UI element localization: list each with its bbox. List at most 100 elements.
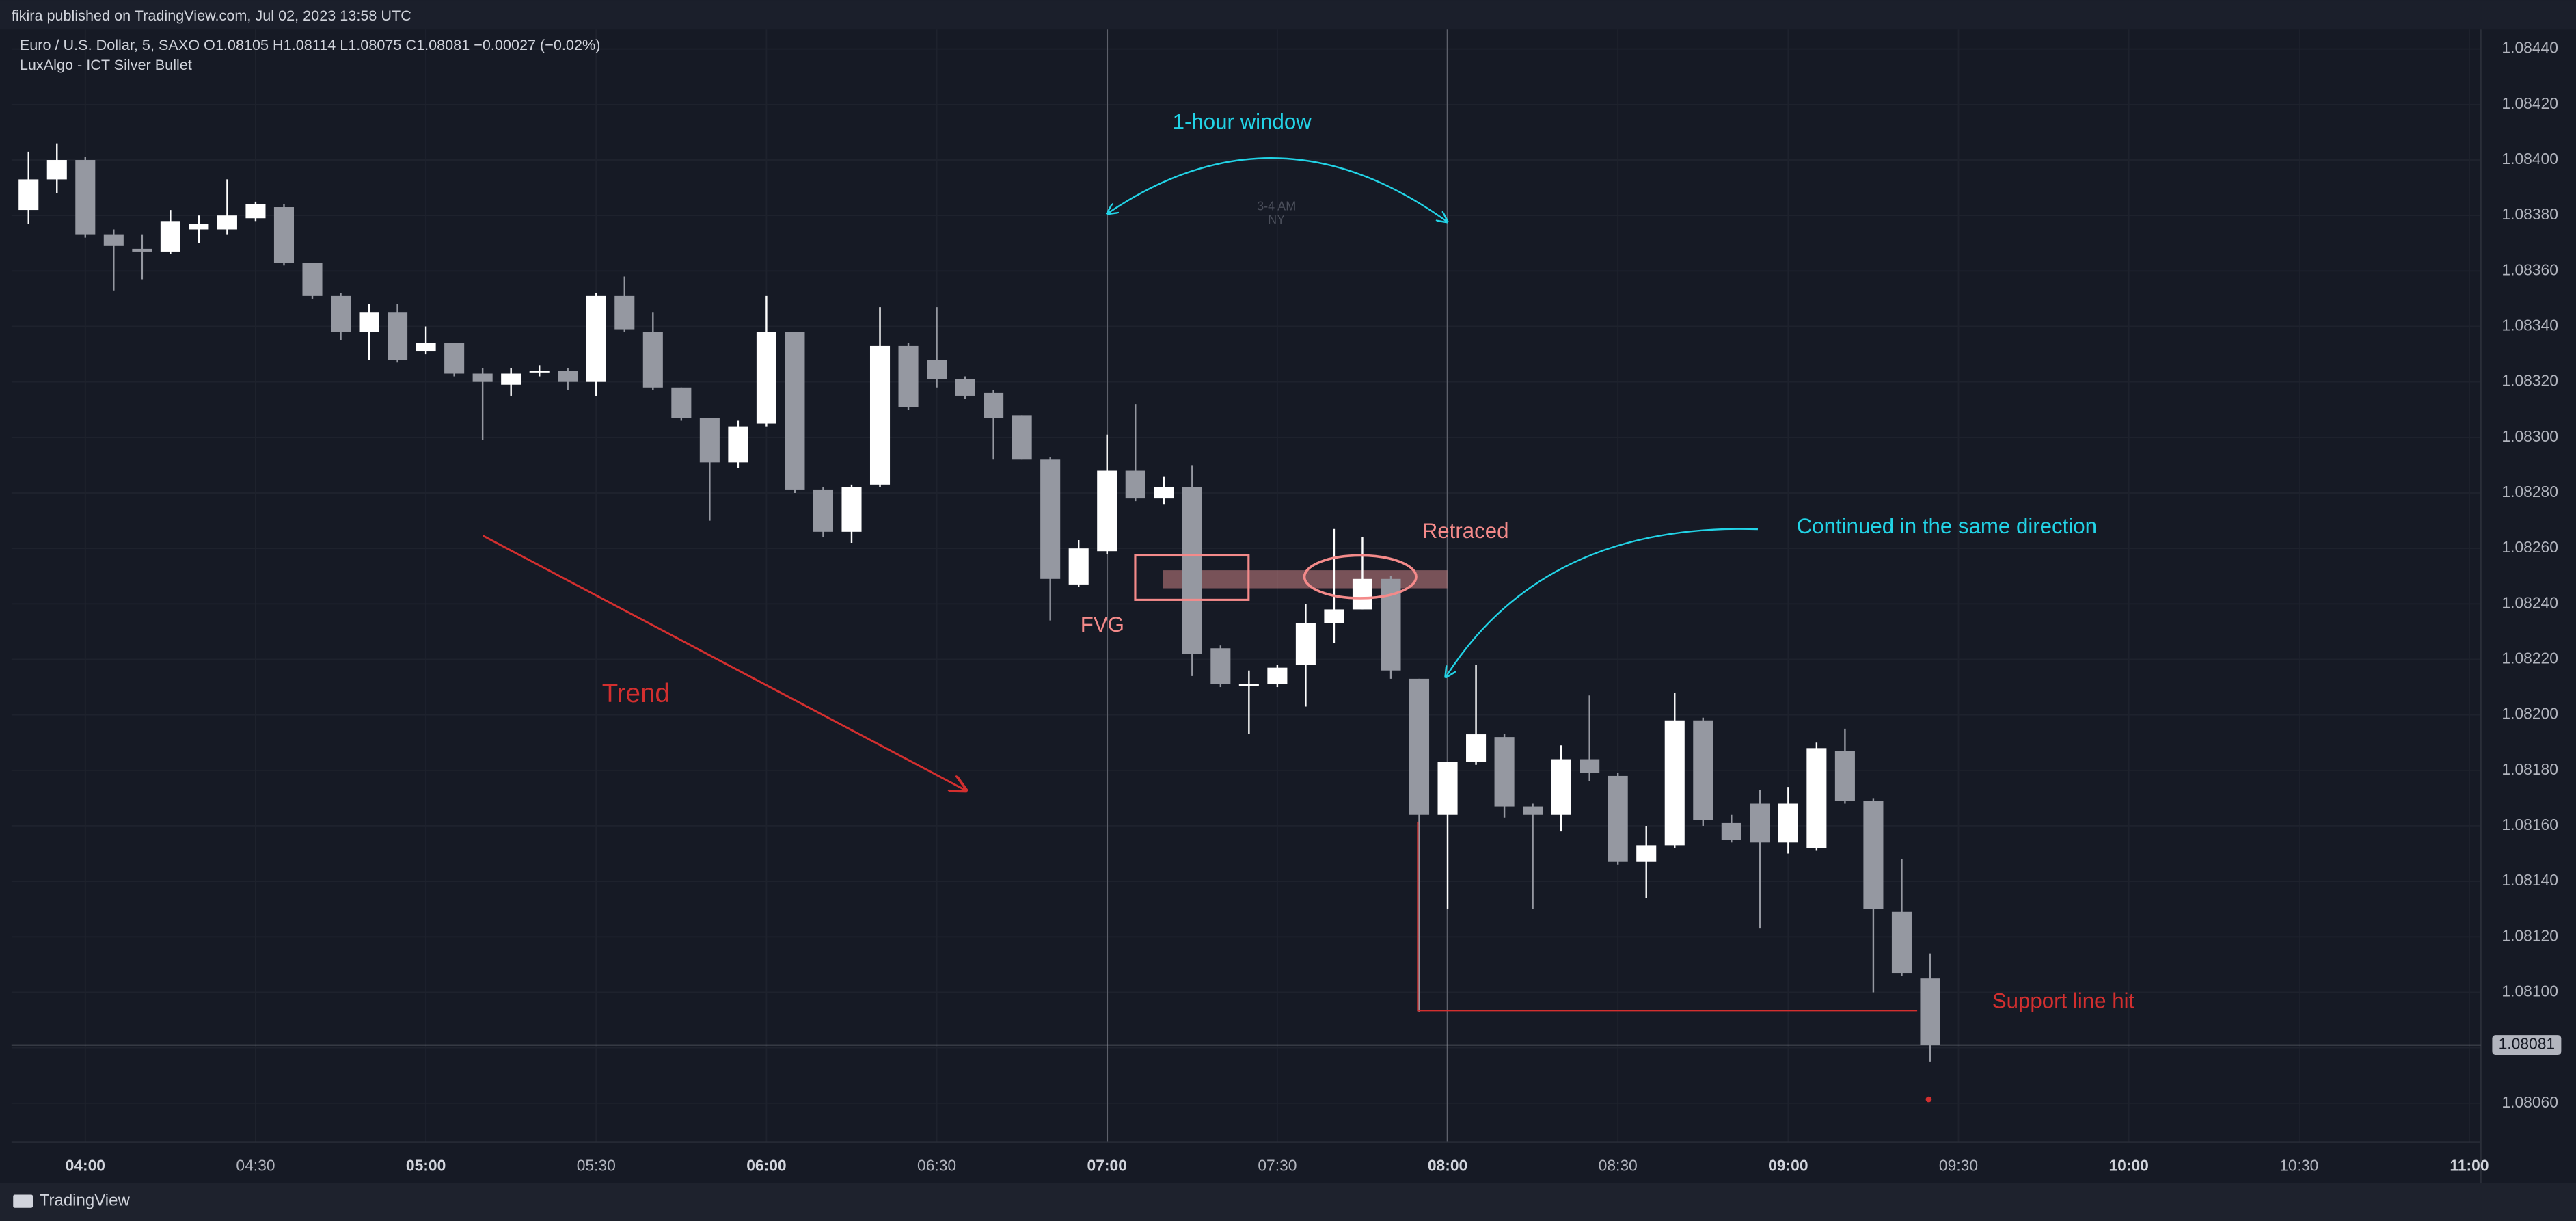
candle-body <box>444 343 465 374</box>
candle-body <box>472 373 493 382</box>
candle-body <box>1523 806 1543 815</box>
x-tick-label: 05:30 <box>577 1157 616 1175</box>
candle-body <box>103 234 124 246</box>
candle-body <box>160 221 180 252</box>
y-tick-label: 1.08180 <box>2502 760 2558 778</box>
candle-body <box>841 487 862 532</box>
candle-body <box>699 418 720 463</box>
grid <box>11 29 2481 1142</box>
candle-body <box>1267 667 1288 685</box>
candle-body <box>1834 751 1855 801</box>
x-tick-label: 10:30 <box>2279 1157 2318 1175</box>
retrace-ellipse <box>1303 554 1418 600</box>
candle-body <box>671 387 692 418</box>
candle-body <box>1295 623 1316 665</box>
candle-body <box>245 204 266 219</box>
y-tick-label: 1.08360 <box>2502 260 2558 278</box>
candle-body <box>1863 801 1884 909</box>
continued-label: Continued in the same direction <box>1797 514 2097 538</box>
y-tick-label: 1.08060 <box>2502 1093 2558 1111</box>
candle-body <box>189 224 209 230</box>
fvg-label: FVG <box>1081 613 1124 636</box>
candle-body <box>1806 748 1827 848</box>
candle-body <box>1182 487 1202 654</box>
candle-body <box>1097 470 1117 552</box>
candle-body <box>273 207 295 263</box>
candle-body <box>1778 803 1798 843</box>
candle-body <box>1154 487 1174 499</box>
candle-body <box>642 332 663 388</box>
candle-body <box>984 392 1004 418</box>
x-tick-label: 04:30 <box>236 1157 275 1175</box>
candle-body <box>1040 459 1061 579</box>
candles <box>18 143 1940 1062</box>
candle-body <box>1466 734 1487 762</box>
y-tick-label: 1.08340 <box>2502 317 2558 334</box>
candle-body <box>898 345 919 407</box>
y-tick-label: 1.08100 <box>2502 982 2558 999</box>
trend-label: Trend <box>602 679 670 708</box>
x-tick-label: 09:30 <box>1939 1157 1978 1175</box>
candle-body <box>955 379 975 396</box>
x-tick-label: 05:00 <box>406 1157 446 1175</box>
candle-body <box>1636 845 1657 862</box>
candle-body <box>756 332 776 424</box>
y-tick-label: 1.08260 <box>2502 538 2558 556</box>
x-tick-label: 11:00 <box>2450 1157 2489 1175</box>
y-tick-label: 1.08420 <box>2502 94 2558 112</box>
bottom-bar <box>0 1183 2576 1221</box>
candle-body <box>1608 775 1628 862</box>
candle-body <box>416 343 436 352</box>
last-price-label: 1.08081 <box>2499 1035 2555 1053</box>
last-price-box <box>2492 1035 2562 1055</box>
candle-body <box>1238 684 1259 686</box>
candle-body <box>1068 548 1089 585</box>
session-label: 3-4 AM <box>1257 200 1296 213</box>
candle-body <box>1920 978 1940 1045</box>
candle-body <box>529 371 550 373</box>
x-tick-label: 06:00 <box>746 1157 786 1175</box>
continue-arrow <box>1446 528 1758 677</box>
candle-body <box>1012 415 1032 460</box>
candle-body <box>302 263 323 296</box>
candle-body <box>1750 803 1770 843</box>
candle-body <box>813 489 834 532</box>
support-label: Support line hit <box>1992 989 2135 1013</box>
window-arc <box>1107 157 1448 222</box>
candle-body <box>927 360 947 379</box>
candle-body <box>217 215 237 230</box>
top-bar <box>0 0 2576 30</box>
x-tick-label: 06:30 <box>917 1157 956 1175</box>
x-tick-label: 07:30 <box>1258 1157 1297 1175</box>
window-label: 1-hour window <box>1173 110 1312 134</box>
candle-body <box>1125 470 1145 499</box>
y-tick-label: 1.08280 <box>2502 483 2558 500</box>
x-tick-label: 10:00 <box>2109 1157 2148 1175</box>
trend-arrow <box>483 535 966 791</box>
fvg-box <box>1134 554 1250 601</box>
brand: TradingView <box>40 1191 131 1209</box>
retraced-label: Retraced <box>1422 519 1509 543</box>
candle-body <box>1324 609 1344 623</box>
candle-body <box>1580 759 1600 773</box>
support-line <box>1417 821 1918 1012</box>
candle-body <box>1551 759 1571 815</box>
y-tick-label: 1.08300 <box>2502 427 2558 445</box>
y-tick-label: 1.08400 <box>2502 150 2558 167</box>
marker-dot <box>1925 1096 1932 1103</box>
candle-body <box>1494 737 1515 807</box>
candle-body <box>1721 822 1741 840</box>
candle-body <box>1664 720 1685 846</box>
x-tick-label: 08:30 <box>1599 1157 1638 1175</box>
candle-body <box>18 179 39 211</box>
candle-body <box>388 312 408 360</box>
candle-body <box>1352 578 1372 610</box>
candle-body <box>558 371 578 382</box>
x-tick-label: 09:00 <box>1768 1157 1808 1175</box>
candle-body <box>46 160 67 180</box>
published: fikira published on TradingView.com, Jul… <box>12 7 411 24</box>
y-tick-label: 1.08240 <box>2502 593 2558 611</box>
y-tick-label: 1.08320 <box>2502 372 2558 390</box>
